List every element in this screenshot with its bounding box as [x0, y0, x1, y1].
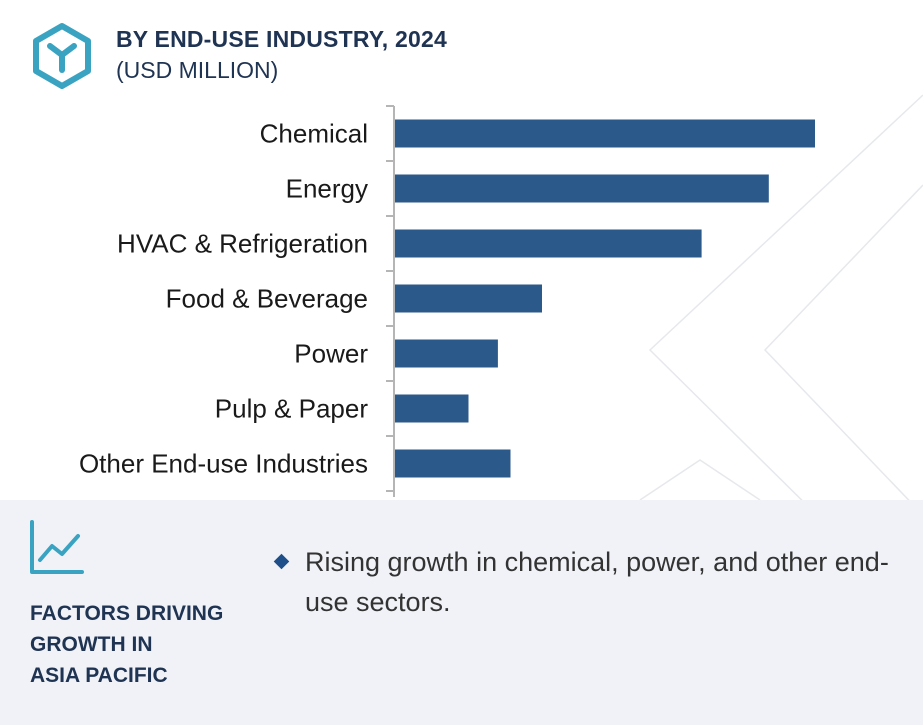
bullet-text: Rising growth in chemical, power, and ot… [305, 547, 889, 617]
bar [395, 174, 769, 203]
category-label: Energy [286, 174, 368, 204]
category-label: Food & Beverage [166, 284, 368, 314]
category-label: Chemical [260, 119, 368, 149]
hexagon-y-logo-icon [33, 23, 91, 89]
category-label: HVAC & Refrigeration [117, 229, 368, 259]
bar [395, 229, 702, 258]
category-label: Other End-use Industries [79, 449, 368, 479]
trend-line-icon [30, 520, 84, 574]
footer-panel: FACTORS DRIVING GROWTH IN ASIA PACIFIC R… [0, 500, 923, 725]
bar [395, 284, 542, 313]
bar-chart: Chemical Energy HVAC & Refrigeration Food &… [79, 105, 815, 497]
factors-heading-line: FACTORS DRIVING [30, 602, 224, 625]
diamond-bullet-icon [273, 553, 290, 570]
bar [395, 394, 469, 423]
factors-heading: FACTORS DRIVING GROWTH IN ASIA PACIFIC [30, 598, 223, 691]
bar [395, 339, 498, 368]
category-label: Pulp & Paper [215, 394, 369, 424]
bar [395, 119, 815, 148]
bar [395, 449, 511, 478]
factors-heading-line: ASIA PACIFIC [30, 664, 168, 687]
bullet-item: Rising growth in chemical, power, and ot… [273, 542, 896, 622]
factors-heading-line: GROWTH IN [30, 633, 153, 656]
chart-title: BY END-USE INDUSTRY, 2024 [116, 26, 447, 52]
category-label: Power [294, 339, 368, 369]
chart-header: BY END-USE INDUSTRY, 2024 (USD MILLION) [28, 22, 447, 90]
chart-subtitle: (USD MILLION) [116, 57, 279, 83]
